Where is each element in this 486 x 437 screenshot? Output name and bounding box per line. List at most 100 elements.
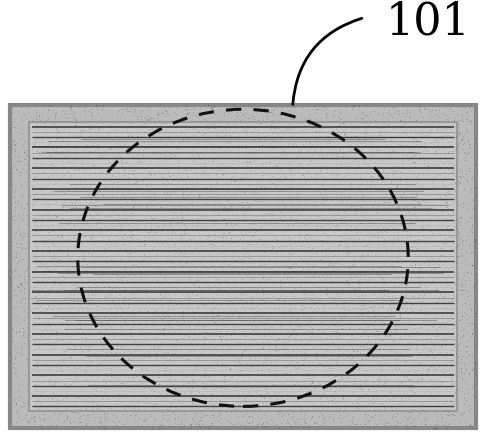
Point <box>222 314 229 321</box>
Point <box>384 121 392 128</box>
Point <box>344 272 352 279</box>
Point <box>89 338 97 345</box>
Point <box>139 258 146 265</box>
Point <box>382 282 390 289</box>
Point <box>271 305 278 312</box>
Point <box>57 285 65 292</box>
Point <box>201 372 209 379</box>
Point <box>313 137 321 144</box>
Point <box>158 281 166 288</box>
Point <box>314 392 322 399</box>
Point <box>179 376 187 383</box>
Point <box>294 214 302 221</box>
Point <box>40 318 48 325</box>
Point <box>117 144 125 151</box>
Point <box>256 276 263 283</box>
Point <box>153 343 161 350</box>
Point <box>347 135 354 142</box>
Point <box>86 258 94 265</box>
Point <box>37 127 45 134</box>
Point <box>72 177 80 184</box>
Point <box>316 189 324 196</box>
Point <box>118 160 126 167</box>
Point <box>85 289 92 296</box>
Point <box>221 165 228 172</box>
Point <box>289 330 297 337</box>
Point <box>209 263 217 270</box>
Point <box>235 393 243 400</box>
Point <box>345 325 353 332</box>
Point <box>164 391 172 398</box>
Point <box>414 309 422 316</box>
Point <box>320 302 328 309</box>
Point <box>95 305 103 312</box>
Point <box>232 406 240 413</box>
Point <box>431 172 439 179</box>
Point <box>414 126 421 133</box>
Point <box>408 121 416 128</box>
Point <box>388 241 396 248</box>
Point <box>416 269 424 276</box>
Point <box>205 274 212 281</box>
Point <box>62 153 69 160</box>
Point <box>443 343 451 350</box>
Point <box>388 163 396 170</box>
Point <box>228 261 236 268</box>
Point <box>211 230 219 237</box>
Point <box>105 304 113 311</box>
Point <box>116 208 124 215</box>
Point <box>47 175 55 182</box>
Point <box>218 125 226 132</box>
Point <box>180 318 188 325</box>
Point <box>303 175 311 182</box>
Point <box>167 264 175 271</box>
Point <box>411 173 418 180</box>
Point <box>317 399 325 406</box>
Point <box>440 176 448 183</box>
Point <box>187 235 194 242</box>
Point <box>301 204 309 211</box>
Point <box>147 372 155 379</box>
Point <box>285 107 293 114</box>
Point <box>412 150 420 157</box>
Point <box>392 401 399 408</box>
Point <box>277 241 284 248</box>
Point <box>360 181 367 188</box>
Point <box>75 134 83 141</box>
Point <box>394 273 402 280</box>
Point <box>424 336 432 343</box>
Point <box>20 148 28 155</box>
Point <box>279 187 287 194</box>
Point <box>111 372 119 379</box>
Point <box>94 245 102 252</box>
Point <box>311 208 319 215</box>
Point <box>258 251 266 258</box>
Point <box>207 341 214 348</box>
Point <box>189 122 196 129</box>
Point <box>216 203 224 210</box>
Point <box>162 141 170 148</box>
Point <box>105 125 113 132</box>
Point <box>446 140 454 147</box>
Point <box>449 244 456 251</box>
Point <box>427 337 434 344</box>
Point <box>225 228 232 235</box>
Point <box>115 370 122 377</box>
Point <box>424 331 432 338</box>
Point <box>220 337 228 344</box>
Point <box>160 179 168 186</box>
Point <box>266 219 274 226</box>
Point <box>36 187 44 194</box>
Point <box>75 257 83 264</box>
Point <box>359 352 367 359</box>
Point <box>67 392 75 399</box>
Point <box>229 370 237 377</box>
Point <box>380 188 388 195</box>
Point <box>236 277 243 284</box>
Point <box>423 155 431 162</box>
Point <box>143 288 151 295</box>
Point <box>242 253 249 260</box>
Point <box>333 171 341 178</box>
Point <box>410 189 418 196</box>
Point <box>100 298 108 305</box>
